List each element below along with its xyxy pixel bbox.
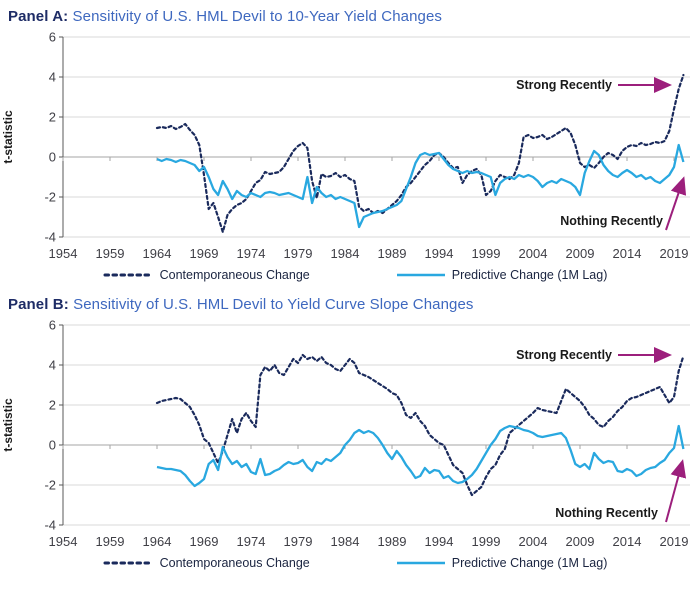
legend-item-predictive: Predictive Change (1M Lag) bbox=[395, 556, 608, 570]
nothing-recently-annotation: Nothing Recently bbox=[555, 506, 658, 520]
x-tick-label: 1959 bbox=[96, 246, 125, 261]
x-tick-label: 1974 bbox=[237, 246, 266, 261]
x-tick-label: 1994 bbox=[425, 534, 454, 549]
panel-a: Panel A: Sensitivity of U.S. HML Devil t… bbox=[0, 0, 700, 282]
x-tick-label: 1979 bbox=[284, 534, 313, 549]
x-tick-label: 1969 bbox=[190, 246, 219, 261]
series-contemporaneous-line bbox=[155, 353, 685, 497]
x-tick-label: 2014 bbox=[613, 246, 642, 261]
dashed-line-swatch bbox=[103, 561, 155, 565]
y-tick-label: -2 bbox=[44, 190, 56, 205]
x-tick-label: 1974 bbox=[237, 534, 266, 549]
series-predictive-line bbox=[156, 424, 685, 488]
panel-b-title-text: Sensitivity of U.S. HML Devil to Yield C… bbox=[73, 296, 474, 313]
x-tick-label: 1979 bbox=[284, 246, 313, 261]
x-tick-label: 1984 bbox=[331, 534, 360, 549]
x-tick-label: 1994 bbox=[425, 246, 454, 261]
x-tick-label: 1954 bbox=[49, 246, 78, 261]
x-tick-label: 1999 bbox=[472, 246, 501, 261]
y-tick-label: 2 bbox=[49, 110, 56, 125]
y-tick-label: -4 bbox=[44, 230, 56, 245]
y-axis-label: t-statistic bbox=[1, 110, 15, 164]
x-tick-label: 1964 bbox=[143, 534, 172, 549]
legend-item-predictive: Predictive Change (1M Lag) bbox=[395, 268, 608, 282]
panel-a-label: Panel A: bbox=[8, 8, 69, 25]
x-tick-label: 1989 bbox=[378, 534, 407, 549]
x-tick-label: 2014 bbox=[613, 534, 642, 549]
y-tick-label: 0 bbox=[49, 150, 56, 165]
solid-line-swatch bbox=[396, 561, 445, 565]
x-tick-label: 1999 bbox=[472, 534, 501, 549]
x-tick-label: 2019 bbox=[660, 534, 689, 549]
y-tick-label: 6 bbox=[49, 30, 56, 45]
nothing-recently-annotation: Nothing Recently bbox=[560, 214, 663, 228]
x-tick-label: 2019 bbox=[660, 246, 689, 261]
x-tick-label: 1954 bbox=[49, 534, 78, 549]
series-predictive-line bbox=[156, 143, 685, 229]
x-tick-label: 1969 bbox=[190, 534, 219, 549]
panel-b-legend: Contemporaneous Change Predictive Change… bbox=[0, 556, 700, 570]
legend-label-predictive: Predictive Change (1M Lag) bbox=[451, 268, 608, 282]
y-tick-label: -2 bbox=[44, 478, 56, 493]
y-tick-label: 4 bbox=[49, 70, 56, 85]
strong-recently-annotation: Strong Recently bbox=[516, 78, 612, 92]
x-tick-label: 1964 bbox=[143, 246, 172, 261]
x-tick-label: 2009 bbox=[566, 534, 595, 549]
legend-label-contemporaneous: Contemporaneous Change bbox=[159, 268, 310, 282]
x-tick-label: 1989 bbox=[378, 246, 407, 261]
y-tick-label: 6 bbox=[49, 318, 56, 333]
panel-b: Panel B: Sensitivity of U.S. HML Devil t… bbox=[0, 288, 700, 570]
series-contemporaneous-line bbox=[155, 73, 685, 234]
solid-line-swatch bbox=[396, 273, 445, 277]
y-tick-label: 4 bbox=[49, 358, 56, 373]
panel-a-title-text: Sensitivity of U.S. HML Devil to 10-Year… bbox=[72, 8, 443, 25]
x-tick-label: 2004 bbox=[519, 246, 548, 261]
y-tick-label: 0 bbox=[49, 438, 56, 453]
nothing-recently-arrow bbox=[665, 459, 687, 523]
nothing-recently-arrow bbox=[665, 176, 687, 231]
legend-label-predictive: Predictive Change (1M Lag) bbox=[451, 556, 608, 570]
panel-b-title: Panel B: Sensitivity of U.S. HML Devil t… bbox=[0, 288, 700, 315]
x-tick-label: 1959 bbox=[96, 534, 125, 549]
strong-recently-annotation: Strong Recently bbox=[516, 348, 612, 362]
y-tick-label: 2 bbox=[49, 398, 56, 413]
legend-item-contemporaneous: Contemporaneous Change bbox=[103, 556, 310, 570]
y-tick-label: -4 bbox=[44, 518, 56, 533]
y-axis-label: t-statistic bbox=[1, 398, 15, 452]
legend-label-contemporaneous: Contemporaneous Change bbox=[159, 556, 310, 570]
x-tick-label: 2004 bbox=[519, 534, 548, 549]
panel-b-label: Panel B: bbox=[8, 296, 69, 313]
x-tick-label: 1984 bbox=[331, 246, 360, 261]
dashed-line-swatch bbox=[103, 273, 155, 277]
legend-item-contemporaneous: Contemporaneous Change bbox=[103, 268, 310, 282]
panel-a-title: Panel A: Sensitivity of U.S. HML Devil t… bbox=[0, 0, 700, 27]
x-tick-label: 2009 bbox=[566, 246, 595, 261]
panel-a-legend: Contemporaneous Change Predictive Change… bbox=[0, 268, 700, 282]
